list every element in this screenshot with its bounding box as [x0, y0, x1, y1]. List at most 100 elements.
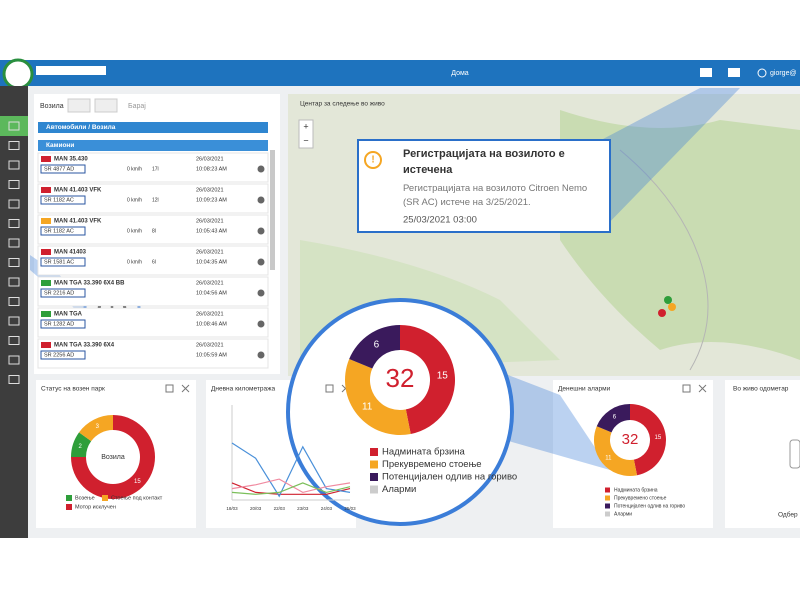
vehicle-date: 26/03/2021 — [196, 280, 224, 286]
logo-text-bar — [36, 66, 106, 75]
legend-swatch — [370, 448, 378, 456]
close-button[interactable] — [698, 384, 707, 393]
vehicle-plate: SR 4877 AD — [44, 166, 74, 172]
sidebar-icon[interactable] — [8, 238, 20, 248]
status-icon — [257, 196, 265, 204]
vehicle-name: MAN 41.403 VFK — [54, 219, 102, 225]
warning-mark: ! — [371, 155, 374, 166]
legend-label: Потенцијален одлив на гориво — [614, 503, 685, 509]
status-icon — [257, 227, 265, 235]
refresh-button[interactable] — [67, 98, 91, 113]
group-bar[interactable] — [38, 140, 268, 151]
segment-label: 15 — [655, 435, 662, 441]
group-bar[interactable] — [38, 122, 268, 133]
status-icon — [257, 165, 265, 173]
collapse-button[interactable] — [94, 98, 118, 113]
segment-label: 11 — [362, 402, 373, 413]
legend-swatch — [66, 495, 72, 501]
odometer-knob — [789, 439, 800, 469]
globe-icon[interactable] — [757, 68, 767, 78]
alert-icon[interactable] — [728, 68, 740, 77]
legend-label: Аларми — [382, 484, 416, 495]
sidebar-icon[interactable] — [8, 160, 20, 170]
plate-badge — [40, 226, 86, 236]
sidebar — [0, 86, 28, 538]
sidebar-active[interactable] — [0, 116, 28, 136]
vehicle-fuel: 6l — [152, 259, 156, 265]
close-button[interactable] — [181, 384, 190, 393]
legend-swatch — [605, 511, 610, 517]
legend-label: Аларми — [614, 511, 632, 517]
segment-label: 15 — [437, 370, 449, 381]
legend-label: Прекувремено стоење — [614, 495, 667, 501]
segment-label: 15 — [134, 479, 141, 485]
sidebar-icon[interactable] — [8, 277, 20, 287]
notification-time: 25/03/2021 03:00 — [403, 215, 477, 226]
legend-label: Надмината брзина — [614, 487, 658, 493]
odometer-select[interactable]: Одбер — [778, 511, 798, 519]
legend-swatch — [66, 504, 72, 510]
vehicle-marker[interactable] — [658, 309, 666, 317]
vehicle-marker[interactable] — [668, 303, 676, 311]
widget-title: Во живо одометар — [733, 386, 789, 393]
segment-label: 6 — [613, 414, 617, 420]
zoom-out[interactable]: − — [303, 135, 308, 145]
sidebar-icon[interactable] — [8, 141, 20, 150]
zoom-in[interactable]: + — [303, 121, 308, 131]
legend-label: Стоење под контакт — [111, 495, 163, 501]
sidebar-icons — [8, 121, 20, 384]
sidebar-icon[interactable] — [8, 258, 20, 267]
donut-segment — [593, 426, 638, 476]
sidebar-icon[interactable] — [8, 199, 20, 209]
vehicle-date: 26/03/2021 — [196, 342, 224, 348]
expand-button[interactable] — [165, 384, 174, 393]
plate-badge — [40, 195, 86, 205]
sidebar-icon[interactable] — [8, 355, 20, 365]
vehicle-name: MAN 41.403 VFK — [54, 188, 102, 194]
donut-segment — [71, 432, 92, 457]
donut-center: 32 — [386, 363, 415, 393]
vehicle-fuel: 17l — [152, 166, 159, 172]
vehicle-speed: 0 km/h — [127, 197, 142, 203]
legend-swatch — [370, 460, 378, 469]
vehicle-time: 10:08:46 AM — [196, 321, 227, 327]
sidebar-icon[interactable] — [8, 121, 20, 131]
widget-title: Дневна километража — [211, 386, 275, 393]
legend-label: Прекувремено стоење — [382, 459, 482, 470]
logo[interactable] — [2, 58, 34, 90]
status-icon — [257, 320, 265, 328]
vehicle-name: MAN TGA — [54, 312, 83, 318]
sidebar-icon[interactable] — [8, 316, 20, 326]
panel-title: Возила — [40, 103, 64, 110]
sidebar-icon[interactable] — [8, 180, 20, 189]
sidebar-icon[interactable] — [8, 375, 20, 384]
donut-segment — [344, 358, 411, 435]
message-icon[interactable] — [700, 68, 712, 77]
zoom-control[interactable] — [298, 119, 314, 149]
legend-label: Мотор исклучен — [75, 504, 116, 510]
vehicle-date: 26/03/2021 — [196, 218, 224, 224]
legend-swatch — [605, 487, 610, 493]
donut-center: Возила — [101, 454, 125, 461]
map-border — [619, 149, 709, 371]
expand-button[interactable] — [325, 384, 334, 393]
sidebar-icon[interactable] — [8, 219, 20, 228]
vehicle-plate: SR 2216 AD — [44, 290, 74, 296]
vehicle-plate: SR 1182 AC — [44, 197, 74, 203]
fleet-widget — [36, 380, 196, 528]
vehicle-speed: 0 km/h — [127, 228, 142, 234]
search-box[interactable]: Барај — [128, 103, 146, 110]
vehicle-speed: 0 km/h — [127, 166, 142, 172]
sidebar-icon[interactable] — [8, 336, 20, 345]
expand-button[interactable] — [682, 384, 691, 393]
sidebar-icon[interactable] — [8, 297, 20, 306]
user-name[interactable]: giorge@ — [770, 70, 797, 77]
x-tick-label: 25/03 — [344, 506, 356, 511]
vehicle-marker[interactable] — [664, 296, 672, 304]
scrollbar — [270, 150, 275, 270]
donut-segment — [71, 415, 155, 499]
vehicle-time: 10:04:56 AM — [196, 290, 227, 296]
x-tick-label: 24/03 — [321, 506, 333, 511]
vehicle-date: 26/03/2021 — [196, 311, 224, 317]
